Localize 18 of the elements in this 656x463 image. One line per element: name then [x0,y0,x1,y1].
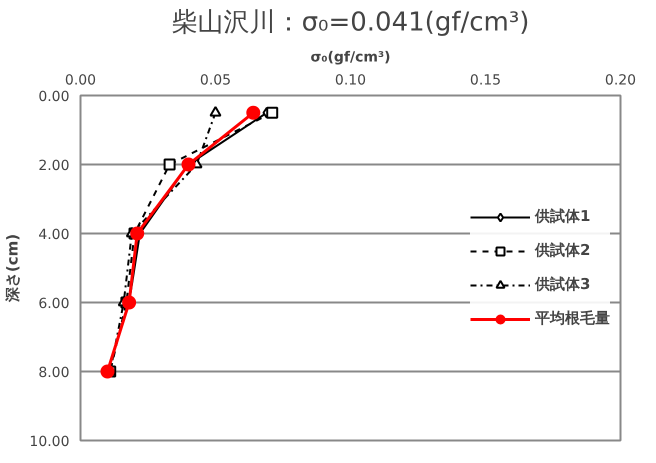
x-axis-title: σ₀(gf/cm³) [310,50,391,66]
x-tick-label: 0.05 [200,72,232,88]
y-tick-label: 4.00 [38,227,70,243]
legend-label: 供試体2 [535,241,590,260]
x-tick-label: 0.00 [64,72,96,88]
y-axis-title: 深さ(cm) [3,234,22,304]
y-tick-label: 8.00 [38,365,70,381]
y-tick-label: 2.00 [38,158,70,174]
y-tick-label: 6.00 [38,296,70,312]
y-tick-label: 10.00 [29,434,70,450]
x-tick-label: 0.10 [334,72,366,88]
x-tick-label: 0.15 [470,72,502,88]
legend-label: 供試体3 [535,275,590,294]
chart-title: 柴山沢川：σ₀=0.041(gf/cm³) [172,8,530,38]
x-tick-label: 0.20 [604,72,636,88]
y-tick-label: 0.00 [38,89,70,105]
legend-label: 平均根毛量 [535,309,610,328]
legend-label: 供試体1 [535,207,590,226]
